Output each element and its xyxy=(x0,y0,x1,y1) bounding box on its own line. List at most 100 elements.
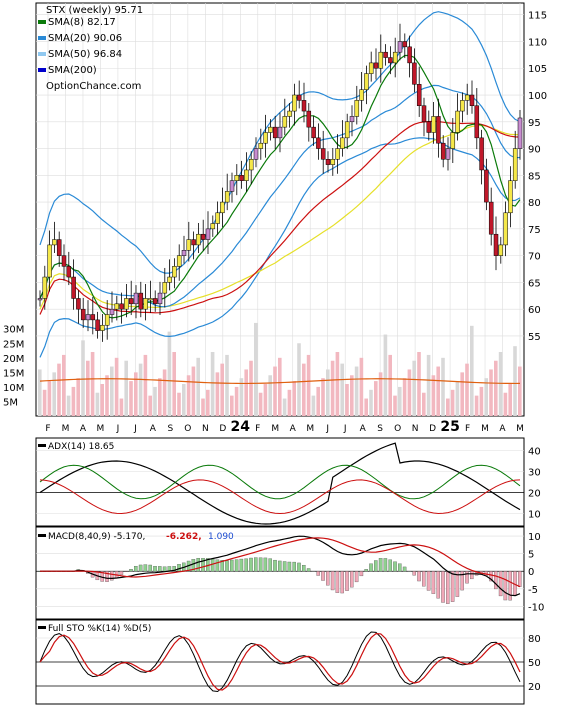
candle-body xyxy=(200,233,206,240)
volume-bar xyxy=(350,375,354,416)
footer-label: OptionChance.com xyxy=(46,81,141,92)
volume-tick-label: 30M xyxy=(3,325,24,336)
candle-body xyxy=(498,244,504,256)
volume-bar xyxy=(340,363,344,416)
volume-bar xyxy=(398,386,402,416)
macd-histogram-bar xyxy=(105,571,109,582)
candle-body xyxy=(220,201,225,214)
volume-bar xyxy=(230,395,234,416)
macd-histogram-bar xyxy=(234,559,239,572)
volume-bar xyxy=(335,352,340,416)
volume-bar xyxy=(206,389,210,416)
candle-body xyxy=(61,255,67,267)
sto-k-line xyxy=(39,631,521,693)
candle-body xyxy=(186,239,192,251)
volume-bar xyxy=(273,366,277,416)
volume-bar xyxy=(268,375,272,416)
candle-body xyxy=(512,148,518,181)
legend-sma200: SMA(200) xyxy=(48,65,97,76)
month-tick-label: 25 xyxy=(440,419,459,435)
price-series xyxy=(37,11,523,358)
volume-bar xyxy=(215,372,220,416)
macd-histogram-bar xyxy=(249,557,253,572)
volume-bar xyxy=(302,363,306,416)
candle-body xyxy=(464,94,470,101)
candle-body xyxy=(128,298,134,305)
macd-histogram-bar xyxy=(110,571,114,581)
volume-bar xyxy=(383,334,388,416)
macd-histogram-bar xyxy=(239,558,244,572)
macd-histogram-bar xyxy=(153,566,157,572)
candle-body xyxy=(479,137,484,171)
macd-histogram-bar xyxy=(402,566,407,572)
macd-histogram-bar xyxy=(455,571,460,597)
sto-tick-label: 50 xyxy=(528,658,541,669)
candle-body xyxy=(320,148,326,160)
macd-signal-line xyxy=(40,537,521,588)
macd-histogram-bar xyxy=(273,559,277,572)
candle-body xyxy=(503,212,508,246)
volume-bar xyxy=(105,375,109,416)
volume-bar xyxy=(326,369,330,416)
price-tick-label: 70 xyxy=(528,252,541,263)
macd-histogram-bar xyxy=(340,571,344,594)
macd-histogram-bar xyxy=(258,557,263,572)
macd-histogram-bar xyxy=(225,560,229,572)
volume-bar xyxy=(446,398,450,416)
macd-histogram-bar xyxy=(494,571,498,590)
legend-sma8: SMA(8) 82.17 xyxy=(48,17,116,28)
volume-bar xyxy=(282,398,287,416)
candle-body xyxy=(124,298,129,310)
candle-body xyxy=(296,94,302,101)
month-tick-label: M xyxy=(97,424,105,434)
candle-body xyxy=(172,266,177,278)
candle-body xyxy=(373,62,379,69)
month-tick-label: J xyxy=(343,424,347,434)
candle-body xyxy=(272,126,278,139)
volume-bar xyxy=(263,384,268,416)
candle-body xyxy=(277,126,283,139)
macd-histogram-bar xyxy=(282,561,287,572)
volume-bar xyxy=(244,369,248,416)
volume-bar xyxy=(374,381,378,416)
volume-bar xyxy=(148,395,152,416)
candle-body xyxy=(493,233,499,256)
macd-line xyxy=(40,535,521,597)
month-tick-label: M xyxy=(516,424,524,434)
volume-bar xyxy=(38,369,42,416)
candle-body xyxy=(210,223,216,230)
candle-body xyxy=(301,100,307,112)
adx-title-swatch xyxy=(38,444,46,447)
candle-body xyxy=(47,244,52,278)
volume-bar xyxy=(71,386,76,416)
candle-body xyxy=(316,137,321,149)
candle-body xyxy=(378,51,384,69)
candle-body xyxy=(388,57,393,64)
candle-body xyxy=(335,148,340,160)
macd-histogram-bar xyxy=(244,558,248,572)
macd-histogram-bar xyxy=(191,559,196,572)
macd-histogram-bar xyxy=(378,558,383,572)
volume-tick-label: 5M xyxy=(3,397,18,408)
macd-histogram-bar xyxy=(350,571,354,588)
candle-body xyxy=(469,94,475,106)
candle-body xyxy=(76,298,81,310)
candle-body xyxy=(412,62,417,85)
candle-body xyxy=(440,142,446,160)
volume-bar xyxy=(431,375,436,416)
volume-bar xyxy=(52,372,56,416)
candle-body xyxy=(364,73,369,90)
volume-bar xyxy=(316,386,320,416)
volume-tick-label: 10M xyxy=(3,383,24,394)
macd-histogram-bar xyxy=(436,571,440,599)
macd-histogram-bar xyxy=(374,560,378,572)
candle-body xyxy=(349,116,355,123)
volume-bar xyxy=(110,366,114,416)
candle-body xyxy=(181,250,187,256)
macd-histogram-bar xyxy=(345,571,349,591)
volume-bar xyxy=(422,392,426,416)
volume-bar xyxy=(138,363,143,416)
macd-histogram-bar xyxy=(359,571,364,577)
volume-bar xyxy=(86,360,90,416)
macd-histogram-bar xyxy=(220,560,224,572)
